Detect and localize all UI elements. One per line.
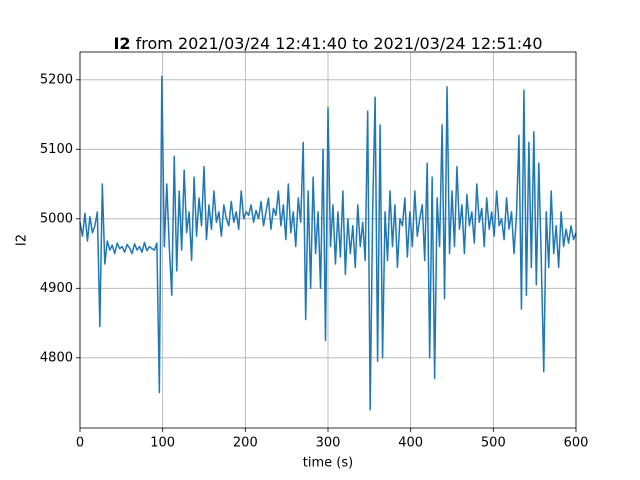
x-tick-label: 600: [564, 436, 589, 451]
title-rest: from 2021/03/24 12:41:40 to 2021/03/24 1…: [136, 34, 543, 53]
data-line: [79, 75, 577, 411]
y-tick-label: 5100: [40, 142, 73, 157]
x-tick-label: 400: [398, 436, 423, 451]
y-axis-label: I2: [15, 234, 30, 246]
chart-title: I2 from 2021/03/24 12:41:40 to 2021/03/2…: [113, 34, 542, 53]
x-axis-label: time (s): [303, 456, 353, 471]
x-tick-label: 100: [150, 436, 175, 451]
title-bold: I2: [113, 34, 130, 53]
x-tick-label: 200: [233, 436, 258, 451]
y-tick-label: 5000: [40, 211, 73, 226]
y-tick-label: 4800: [40, 350, 73, 365]
plot-frame: [79, 51, 577, 429]
x-tick-label: 300: [316, 436, 341, 451]
x-tick-label: 0: [76, 436, 84, 451]
y-tick-label: 4900: [40, 281, 73, 296]
y-tick-label: 5200: [40, 72, 73, 87]
x-tick-label: 500: [481, 436, 506, 451]
